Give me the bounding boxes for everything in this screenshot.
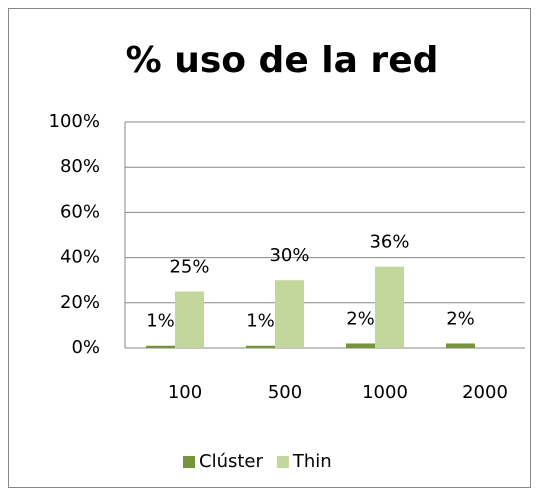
y-tick-label: 100% [49, 111, 100, 132]
bar [175, 291, 204, 348]
bar [146, 345, 175, 348]
legend-label: Thin [292, 451, 332, 472]
data-label: 1% [246, 311, 275, 332]
legend-swatch [276, 456, 289, 468]
y-tick-label: 80% [60, 156, 100, 177]
data-label: 25% [169, 257, 209, 278]
data-label: 30% [269, 245, 309, 266]
x-tick-label: 500 [268, 382, 302, 403]
data-label: 2% [346, 308, 375, 329]
x-tick-label: 1000 [362, 382, 408, 403]
bar [375, 266, 404, 348]
y-tick-label: 20% [60, 292, 100, 313]
bar [246, 345, 275, 348]
y-tick-label: 60% [60, 201, 100, 222]
chart-frame [8, 8, 531, 488]
x-tick-label: 100 [168, 382, 202, 403]
bar [446, 343, 475, 348]
bar [275, 280, 304, 348]
x-tick-label: 2000 [462, 382, 508, 403]
legend-label: Clúster [199, 451, 263, 472]
data-label: 2% [446, 308, 475, 329]
bar [346, 343, 375, 348]
y-tick-label: 40% [60, 247, 100, 268]
data-label: 36% [369, 232, 409, 253]
chart-title: % uso de la red [126, 40, 439, 81]
legend-swatch [183, 456, 195, 468]
y-tick-label: 0% [71, 337, 100, 358]
data-label: 1% [146, 311, 175, 332]
